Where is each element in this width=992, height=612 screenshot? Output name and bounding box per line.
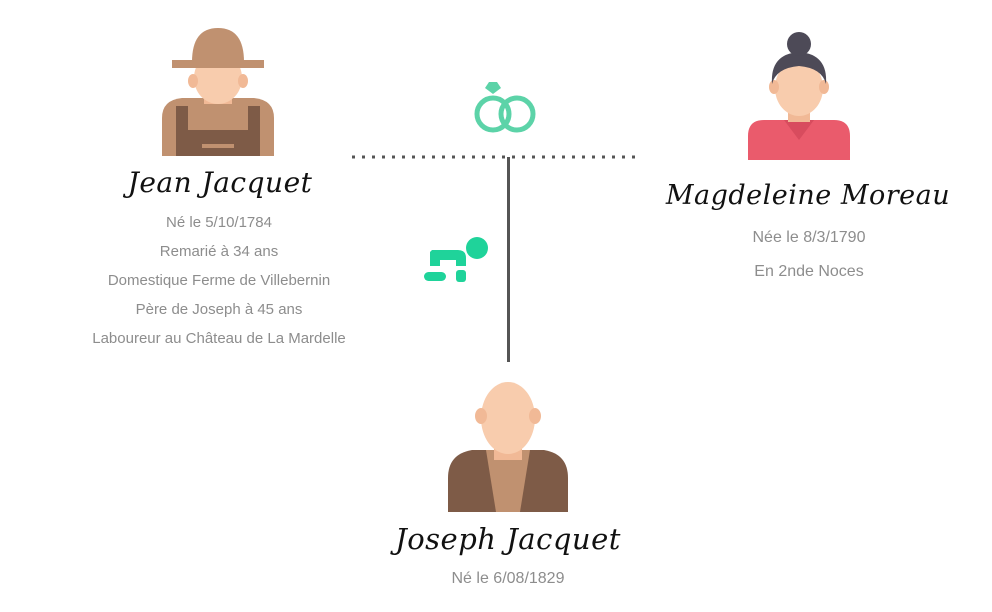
wedding-rings-icon — [474, 82, 536, 133]
child-avatar — [446, 382, 570, 512]
child-link-icon — [422, 236, 490, 284]
marriage-line — [350, 155, 642, 159]
father-details: Né le 5/10/1784 Remarié à 34 ans Domesti… — [60, 208, 378, 353]
father-name: Jean Jacquet — [127, 166, 313, 199]
father-detail-remarriage: Remarié à 34 ans — [159, 243, 279, 260]
mother-details: Née le 8/3/1790 En 2nde Noces — [690, 222, 928, 290]
father-avatar — [160, 26, 276, 156]
father-detail-birth: Né le 5/10/1784 — [166, 214, 272, 231]
mother-avatar — [746, 32, 852, 160]
mother-name: Magdeleine Moreau — [665, 180, 951, 211]
marriage-icon — [473, 80, 541, 140]
mother-detail-birth: Née le 8/3/1790 — [752, 229, 866, 246]
father-detail-later-occupation: Laboureur au Château de La Mardelle — [92, 330, 346, 347]
bald-man-avatar-icon — [448, 382, 568, 512]
child-details: Né le 6/08/1829 — [386, 564, 630, 593]
child-detail-birth: Né le 6/08/1829 — [451, 570, 565, 587]
child-name: Joseph Jacquet — [395, 522, 621, 556]
crawling-baby-icon — [424, 237, 488, 282]
descent-line — [507, 157, 510, 362]
farmer-avatar-icon — [162, 28, 274, 156]
father-detail-occupation: Domestique Ferme de Villebernin — [107, 272, 331, 289]
woman-avatar-icon — [748, 32, 850, 160]
mother-detail-marriage: En 2nde Noces — [754, 263, 864, 280]
father-detail-fatherhood: Père de Joseph à 45 ans — [135, 301, 303, 318]
